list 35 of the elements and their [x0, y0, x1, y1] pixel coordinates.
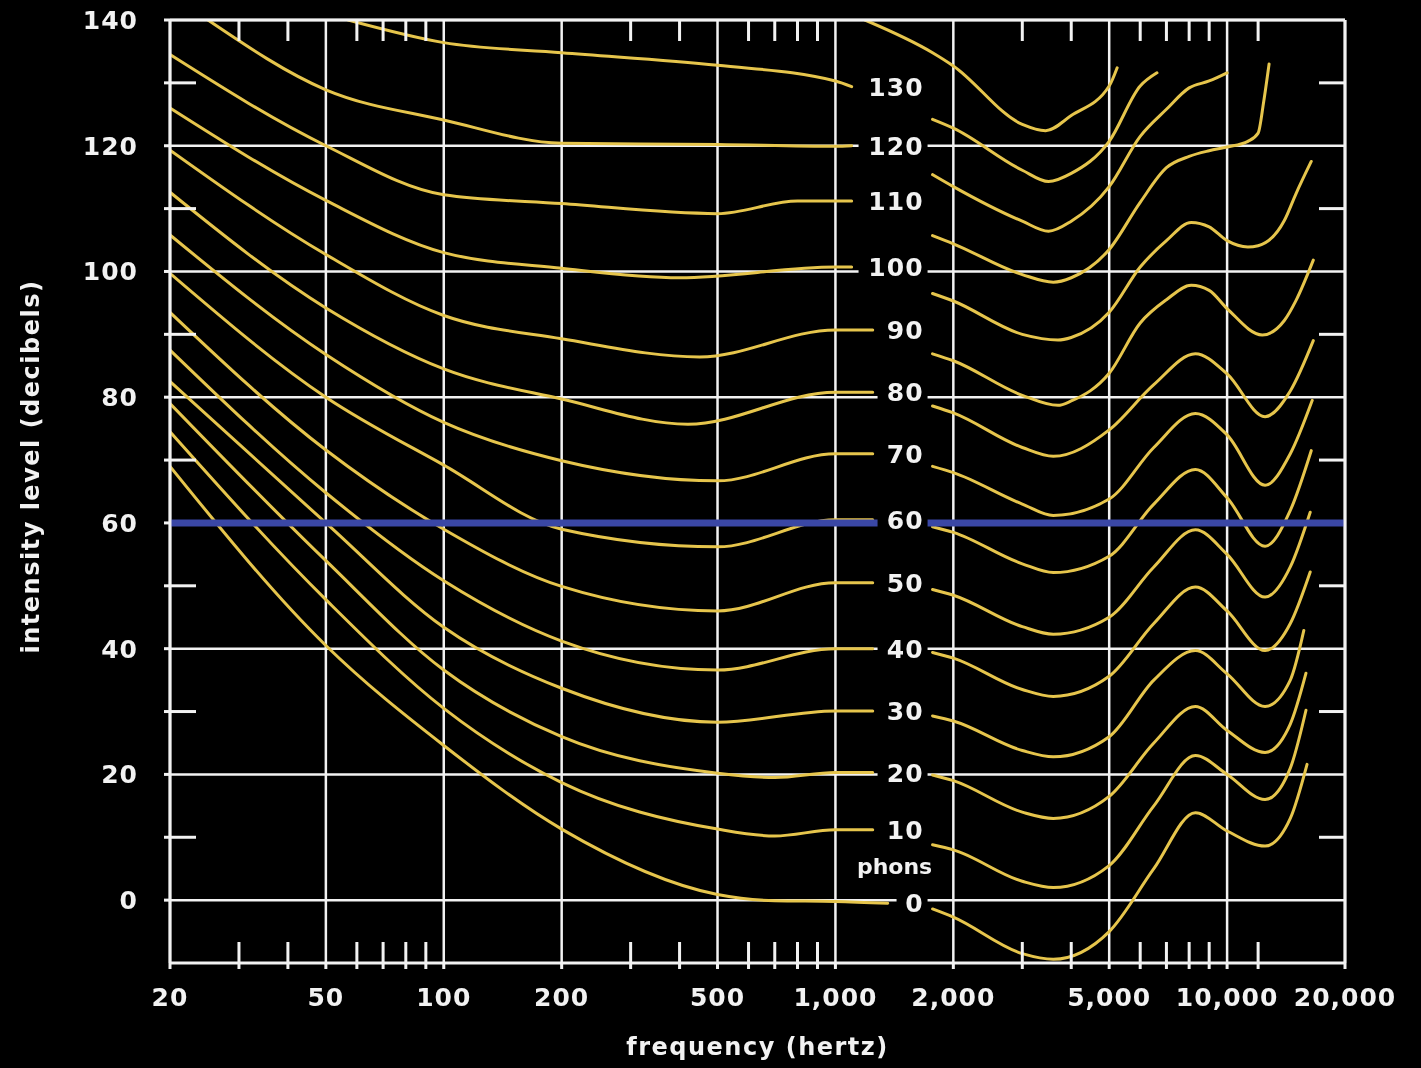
x-tick-label: 2,000	[911, 983, 996, 1012]
series-label: 70	[886, 439, 924, 469]
series-label: 60	[886, 505, 924, 535]
y-tick-label: 140	[82, 6, 138, 35]
series-label: 30	[886, 696, 924, 726]
x-tick-label: 20	[151, 983, 189, 1012]
y-tick-label: 0	[119, 886, 138, 916]
y-tick-label: 60	[101, 508, 138, 538]
annotation: phons	[856, 854, 933, 880]
y-axis-title: intensity level (decibels)	[17, 279, 45, 654]
x-axis-title: frequency (hertz)	[626, 1033, 889, 1061]
x-tick-label: 5,000	[1067, 983, 1152, 1012]
series-label: 130	[868, 72, 924, 102]
series-label: 80	[886, 378, 924, 408]
series-label: 90	[886, 315, 924, 345]
x-tick-label: 20,000	[1293, 983, 1397, 1012]
series-label: 100	[868, 253, 924, 283]
x-tick-label: 200	[534, 983, 590, 1012]
series-label: 120	[868, 131, 924, 161]
x-tick-label: 10,000	[1175, 983, 1279, 1012]
y-tick-label: 100	[82, 257, 138, 287]
series-label: 0	[905, 889, 924, 919]
x-tick-label: 500	[689, 983, 746, 1012]
series-label: 20	[886, 758, 924, 788]
y-tick-label: 80	[101, 383, 138, 413]
series-label: 50	[886, 568, 924, 598]
y-tick-label: 40	[101, 634, 138, 664]
x-tick-label: 100	[416, 983, 472, 1012]
y-tick-label: 120	[82, 131, 138, 161]
y-tick-label: 20	[101, 760, 138, 790]
series-label: 10	[886, 815, 924, 845]
x-tick-label: 50	[307, 983, 345, 1012]
series-label: 110	[868, 187, 924, 217]
series-label: 40	[886, 634, 924, 664]
x-tick-label: 1,000	[793, 983, 878, 1012]
